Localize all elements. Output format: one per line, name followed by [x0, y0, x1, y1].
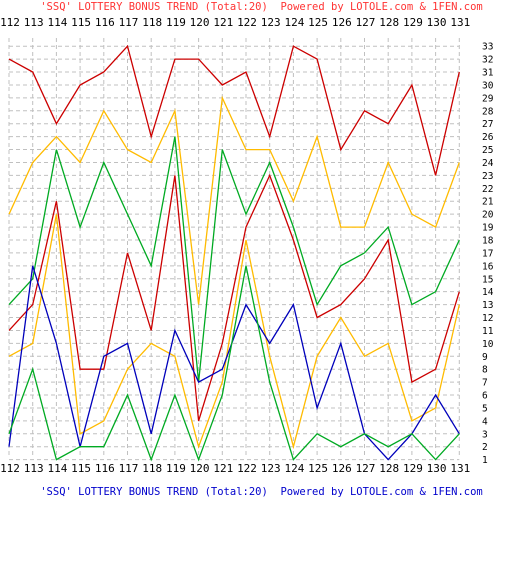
x-tick-label-bottom: 125 — [308, 462, 328, 475]
x-tick-label-top: 119 — [166, 16, 186, 29]
y-tick-label: 27 — [482, 119, 493, 130]
x-tick-label-top: 120 — [190, 16, 210, 29]
x-tick-label-top: 116 — [95, 16, 115, 29]
x-tick-label-top: 127 — [356, 16, 376, 29]
y-tick-label: 2 — [482, 442, 488, 453]
x-tick-label-top: 114 — [47, 16, 67, 29]
x-tick-label-top: 124 — [284, 16, 304, 29]
series-line-1 — [8, 44, 460, 176]
y-tick-label: 17 — [482, 248, 493, 259]
x-tick-label-top: 126 — [332, 16, 352, 29]
x-tick-label-top: 121 — [213, 16, 233, 29]
x-tick-label-bottom: 116 — [95, 462, 115, 475]
y-tick-label: 26 — [482, 132, 494, 143]
x-tick-label-bottom: 115 — [71, 462, 91, 475]
x-tick-label-top: 118 — [142, 16, 162, 29]
y-tick-label: 13 — [482, 300, 493, 311]
x-tick-label-bottom: 114 — [47, 462, 67, 475]
x-tick-label-top: 115 — [71, 16, 91, 29]
x-tick-label-bottom: 119 — [166, 462, 186, 475]
x-tick-label-top: 130 — [427, 16, 447, 29]
series-line-4 — [8, 173, 460, 422]
x-tick-label-bottom: 120 — [190, 462, 210, 475]
x-tick-label-bottom: 128 — [379, 462, 399, 475]
y-tick-label: 1 — [482, 455, 488, 466]
y-tick-label: 8 — [482, 365, 488, 376]
y-tick-label: 24 — [482, 158, 494, 169]
x-tick-label-bottom: 129 — [403, 462, 423, 475]
x-tick-label-bottom: 113 — [24, 462, 44, 475]
y-tick-label: 14 — [482, 287, 494, 298]
y-tick-label: 12 — [482, 313, 493, 324]
y-tick-label: 23 — [482, 171, 493, 182]
x-tick-label-bottom: 131 — [450, 462, 470, 475]
y-tick-label: 22 — [482, 184, 493, 195]
x-tick-label-bottom: 121 — [213, 462, 233, 475]
y-tick-label: 10 — [482, 339, 494, 350]
y-tick-label: 9 — [482, 352, 488, 363]
x-tick-label-bottom: 124 — [284, 462, 304, 475]
x-tick-label-bottom: 130 — [427, 462, 447, 475]
x-axis-top-labels: 112 113 114 115 116 117 118 119 120 121 122 123 124 1… — [0, 16, 470, 29]
x-axis-bottom-labels: 112 113 114 115 116 117 118 119 120 121 122 123 124 1… — [0, 462, 470, 475]
y-tick-label: 15 — [482, 274, 493, 285]
grid — [8, 38, 460, 461]
x-tick-label-bottom: 123 — [261, 462, 281, 475]
y-tick-label: 6 — [482, 391, 488, 402]
y-tick-label: 33 — [482, 42, 493, 53]
y-tick-label: 4 — [482, 416, 488, 427]
x-tick-label-top: 128 — [379, 16, 399, 29]
x-tick-label-bottom: 127 — [356, 462, 376, 475]
y-tick-label: 32 — [482, 55, 493, 66]
x-tick-label-bottom: 118 — [142, 462, 162, 475]
chart-header: 'SSQ' LOTTERY BONUS TREND (Total:20) Pow… — [40, 1, 483, 13]
y-tick-label: 25 — [482, 145, 493, 156]
y-tick-label: 7 — [482, 378, 488, 389]
y-tick-label: 16 — [482, 261, 494, 272]
x-tick-label-bottom: 122 — [237, 462, 257, 475]
series-line-6 — [8, 265, 460, 461]
x-tick-label-top: 113 — [24, 16, 44, 29]
y-tick-label: 28 — [482, 106, 494, 117]
y-tick-label: 19 — [482, 223, 494, 234]
x-tick-label-top: 123 — [261, 16, 281, 29]
x-tick-label-bottom: 112 — [0, 462, 20, 475]
y-tick-label: 5 — [482, 403, 488, 414]
series-line-7 — [8, 265, 460, 462]
y-tick-label: 31 — [482, 68, 494, 79]
y-tick-label: 21 — [482, 197, 494, 208]
y-tick-label: 3 — [482, 429, 488, 440]
x-tick-label-top: 125 — [308, 16, 328, 29]
y-tick-label: 20 — [482, 210, 494, 221]
x-tick-label-top: 117 — [119, 16, 139, 29]
x-tick-label-top: 122 — [237, 16, 257, 29]
y-tick-label: 18 — [482, 236, 494, 247]
y-axis-labels: 1234567891011121314151617181920212223242… — [482, 42, 494, 466]
x-tick-label-top: 112 — [0, 16, 20, 29]
y-tick-label: 29 — [482, 93, 494, 104]
chart-footer: 'SSQ' LOTTERY BONUS TREND (Total:20) Pow… — [40, 486, 483, 498]
series-lines — [8, 44, 460, 462]
x-tick-label-top: 131 — [450, 16, 470, 29]
x-tick-label-bottom: 126 — [332, 462, 352, 475]
x-tick-label-top: 129 — [403, 16, 423, 29]
y-tick-label: 11 — [482, 326, 494, 337]
y-tick-label: 30 — [482, 80, 494, 91]
series-line-3 — [8, 136, 460, 383]
series-line-2 — [8, 95, 460, 305]
x-tick-label-bottom: 117 — [119, 462, 139, 475]
